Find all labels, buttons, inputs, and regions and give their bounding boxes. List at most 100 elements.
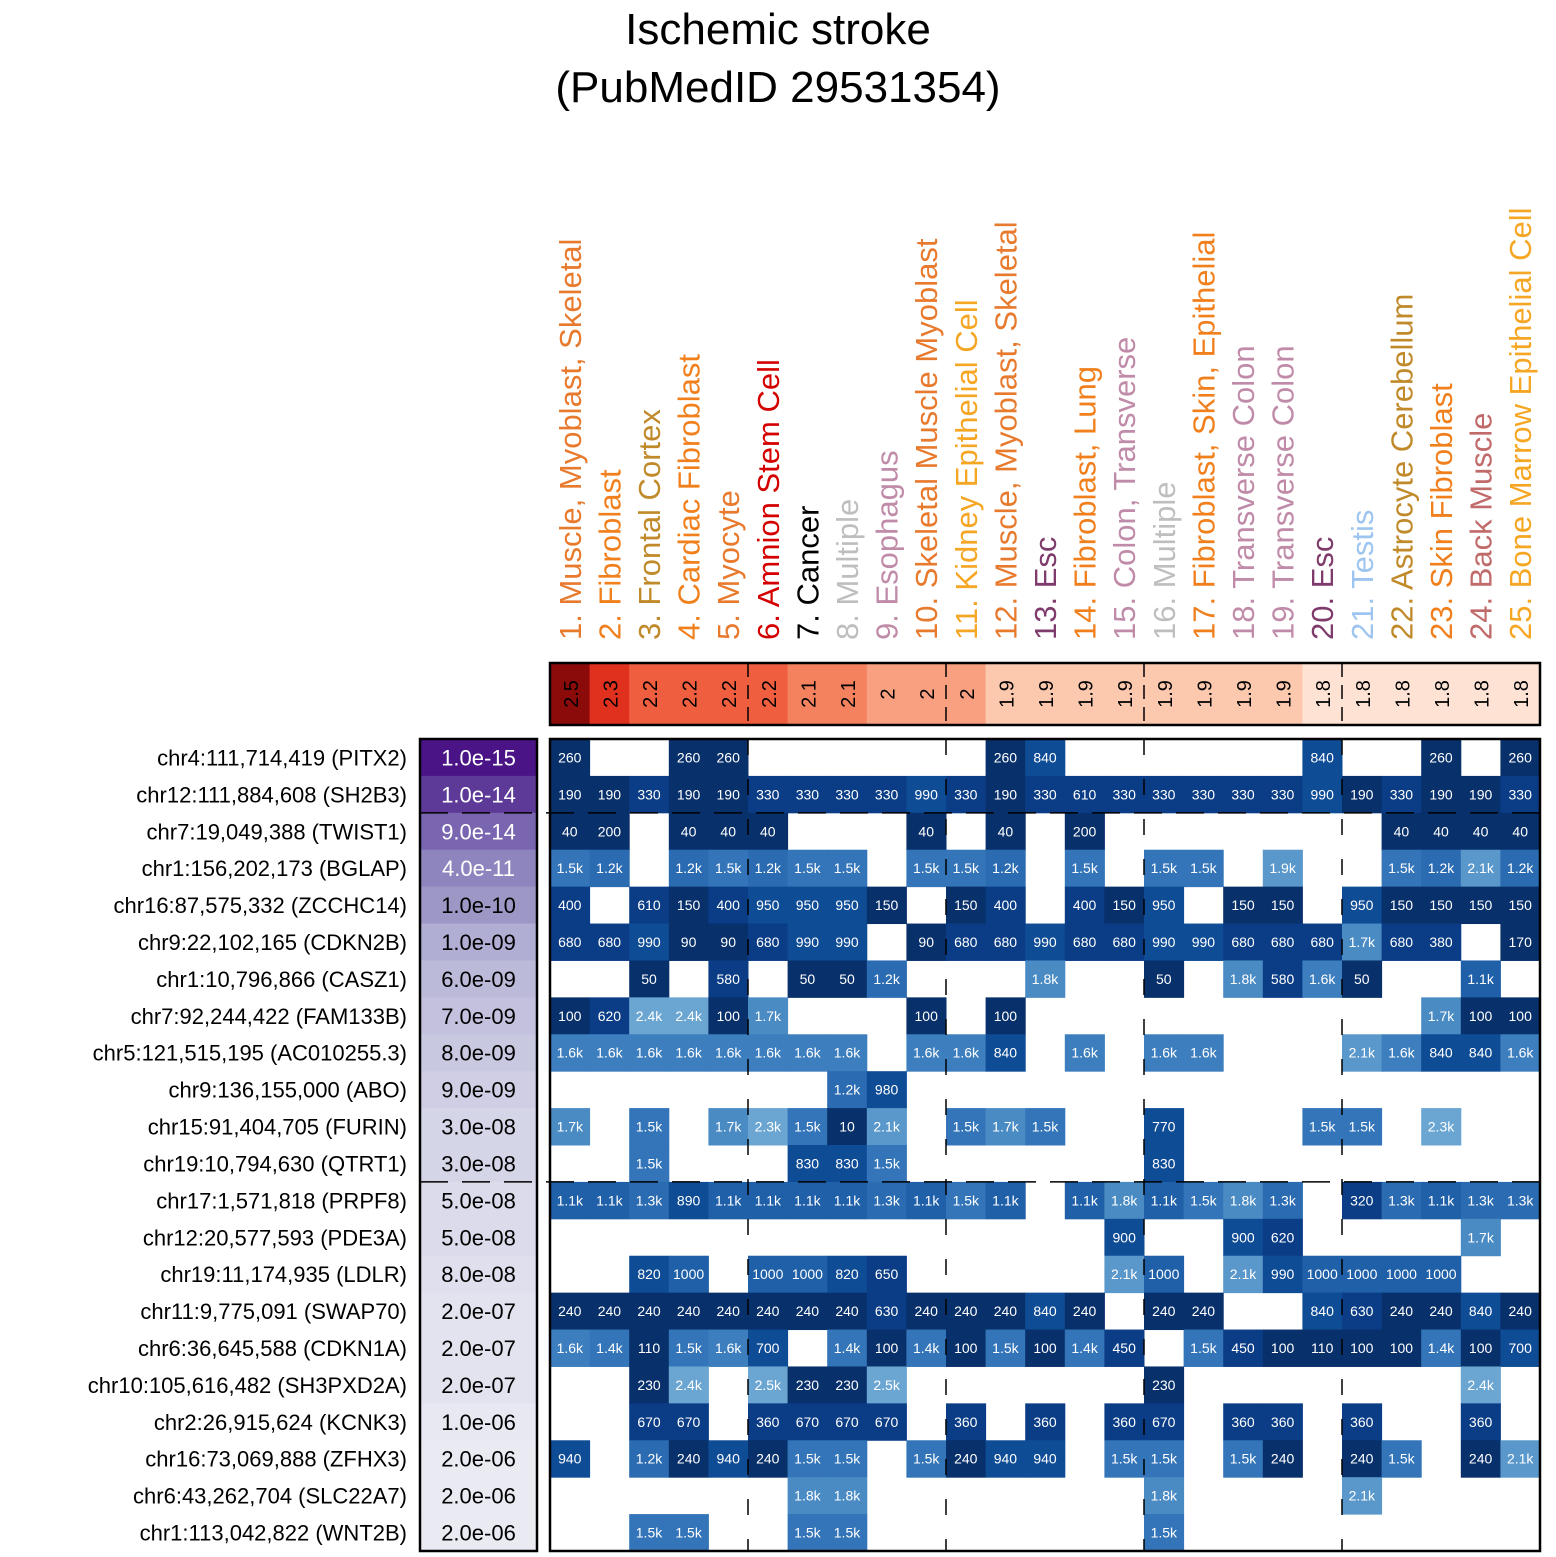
heatmap-cell	[550, 739, 591, 777]
cell-label: 2.5k	[873, 1377, 900, 1393]
heatmap-cell	[1500, 775, 1541, 814]
pvalue-column: 1.0e-15 1.0e-14 9.0e-14 4.0e-11 1.0e-10 1.0e-…	[420, 739, 537, 1552]
heatmap-cell	[1460, 960, 1501, 998]
score-cell	[1025, 663, 1066, 725]
heatmap-cell	[1342, 960, 1383, 998]
row-label: chr4:111,714,419 (PITX2)	[157, 745, 407, 770]
cell-label: 100	[994, 1008, 1018, 1024]
pvalue-label: 2.0e-06	[441, 1521, 516, 1546]
score-label: 2	[917, 688, 939, 699]
heatmap-cell	[1144, 1514, 1185, 1552]
column-label: 1. Muscle, Myoblast, Skeletal	[553, 239, 588, 640]
frames	[418, 661, 1542, 1553]
cell-label: 1000	[1346, 1266, 1377, 1282]
score-label: 2	[957, 688, 979, 699]
score-label: 1.9	[996, 680, 1018, 708]
heatmap-cell	[668, 849, 709, 888]
cell-label: 680	[1311, 934, 1335, 950]
cell-label: 940	[558, 1451, 582, 1467]
score-label: 1.8	[1472, 680, 1494, 708]
heatmap-cell	[1381, 775, 1422, 814]
heatmap-cell	[1183, 1034, 1224, 1072]
heatmap-cell	[1064, 1329, 1105, 1367]
cell-label: 1.5k	[953, 1119, 980, 1135]
cell-label: 360	[954, 1414, 978, 1430]
heatmap-cell	[589, 775, 630, 814]
heatmap-cell	[906, 1181, 947, 1220]
cell-label: 1000	[1425, 1266, 1456, 1282]
cell-label: 680	[1113, 934, 1137, 950]
pvalue-label: 2.0e-07	[441, 1336, 516, 1361]
heatmap-cell	[589, 997, 630, 1035]
cell-label: 1.2k	[873, 971, 900, 987]
cell-label: 240	[796, 1303, 820, 1319]
cell-label: 700	[756, 1340, 780, 1356]
pvalue-label: 1.0e-10	[441, 893, 516, 918]
heatmap-cell	[787, 1477, 828, 1515]
heatmap-cell	[1421, 886, 1462, 925]
heatmap-cell	[1144, 1181, 1185, 1220]
heatmap-cell	[629, 1329, 670, 1367]
heatmap-cell	[1144, 1255, 1185, 1294]
cell-label: 2.1k	[1349, 1488, 1376, 1504]
cell-label: 150	[1390, 897, 1414, 913]
score-cell	[787, 663, 828, 725]
cell-label: 1.5k	[636, 1119, 663, 1135]
cell-label: 240	[1073, 1303, 1097, 1319]
cell-label: 1.8k	[1032, 971, 1059, 987]
cell-label: 260	[994, 749, 1018, 765]
cell-label: 100	[915, 1008, 939, 1024]
cell-label: 1.5k	[794, 1451, 821, 1467]
heatmap-cell	[985, 1292, 1026, 1331]
cell-label: 1.5k	[794, 1525, 821, 1541]
row-label: chr6:36,645,588 (CDKN1A)	[138, 1336, 407, 1361]
heatmap-cell	[1460, 1440, 1501, 1478]
heatmap-cell	[1104, 1181, 1145, 1220]
cell-label: 900	[1113, 1229, 1137, 1245]
cell-label: 1.5k	[1032, 1119, 1059, 1135]
cell-label: 1.2k	[636, 1451, 663, 1467]
heatmap-cell	[708, 997, 749, 1035]
heatmap-cell	[985, 1181, 1026, 1220]
pvalue-label: 9.0e-14	[441, 819, 516, 844]
column-label: 8. Multiple	[830, 499, 865, 640]
heatmap-cell	[1144, 886, 1185, 925]
score-label: 2.2	[640, 680, 662, 708]
heatmap-cell	[827, 1403, 868, 1441]
cell-label: 1.7k	[755, 1008, 782, 1024]
column-label: 16. Multiple	[1147, 481, 1182, 640]
score-cell	[1421, 663, 1462, 725]
heatmap-cell	[629, 1108, 670, 1146]
heatmap-cell	[866, 1403, 907, 1441]
cell-label: 230	[796, 1377, 820, 1393]
cell-label: 940	[994, 1451, 1018, 1467]
cell-label: 990	[835, 934, 859, 950]
heatmap-cell	[1262, 1181, 1303, 1220]
score-cell	[985, 663, 1026, 725]
cell-label: 240	[1271, 1451, 1295, 1467]
cell-label: 680	[598, 934, 622, 950]
heatmap-cell	[866, 960, 907, 998]
heatmap-cell	[946, 775, 987, 814]
heatmap-cell	[1025, 923, 1066, 961]
cell-label: 240	[558, 1303, 582, 1319]
cell-label: 200	[1073, 823, 1097, 839]
heatmap-cell	[1104, 1440, 1145, 1478]
cell-label: 1.8k	[1111, 1192, 1138, 1208]
heatmap-cell	[1183, 1329, 1224, 1367]
heatmap-cell	[827, 1034, 868, 1072]
cell-label: 1000	[1148, 1266, 1179, 1282]
heatmap-cell	[1381, 1034, 1422, 1072]
column-label: 25. Bone Marrow Epithelial Cell	[1503, 208, 1538, 641]
cell-label: 1.5k	[1151, 1451, 1178, 1467]
cell-label: 2.4k	[675, 1008, 702, 1024]
score-cell	[1381, 663, 1422, 725]
heatmap-cell	[1342, 1329, 1383, 1367]
cell-label: 620	[598, 1008, 622, 1024]
cell-label: 680	[1073, 934, 1097, 950]
heatmap-cell	[550, 775, 591, 814]
heatmap-cell	[1460, 1292, 1501, 1331]
cell-label: 150	[1469, 897, 1493, 913]
row-label: chr16:87,575,332 (ZCCHC14)	[114, 893, 407, 918]
score-label: 1.9	[1036, 680, 1058, 708]
